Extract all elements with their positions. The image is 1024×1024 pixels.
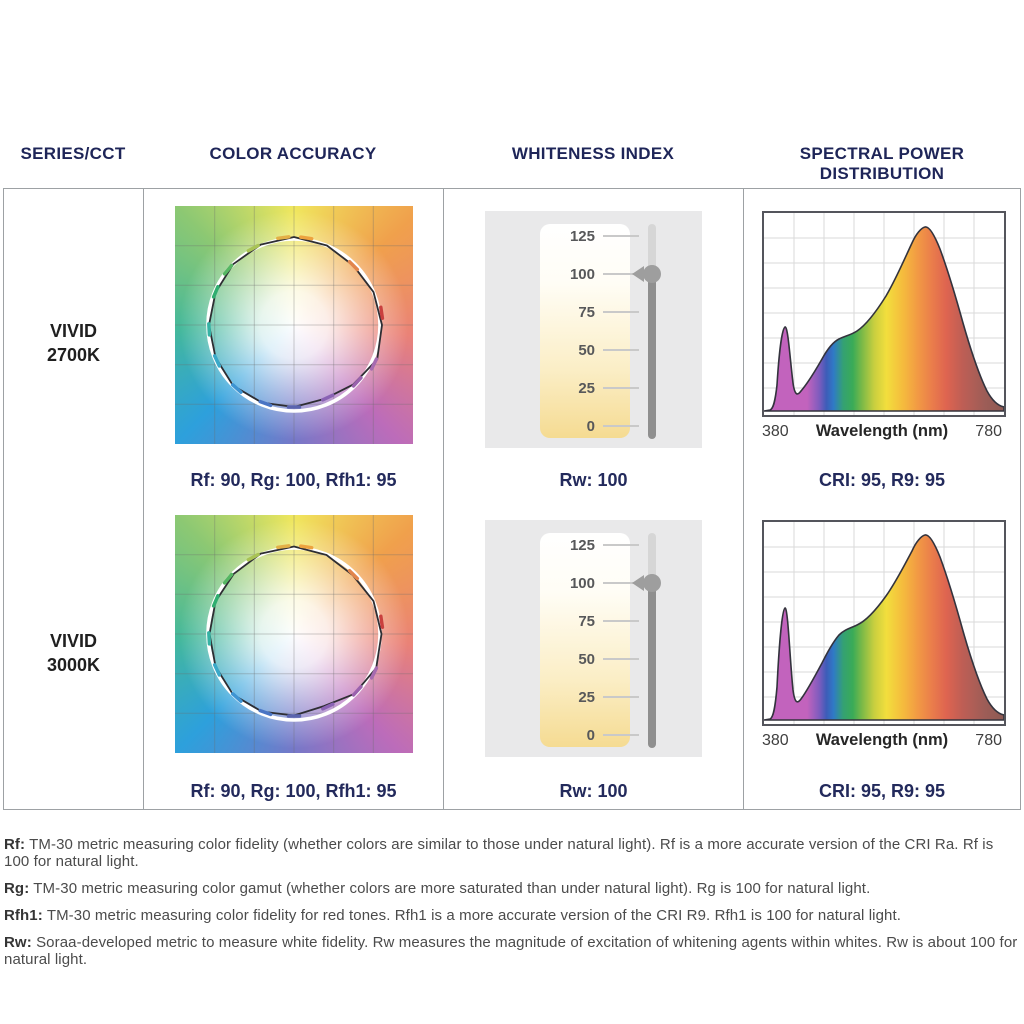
footnote-text: TM-30 metric measuring color fidelity (w… <box>4 836 994 870</box>
scale-label-50: 50 <box>578 650 595 668</box>
scale-tick <box>603 734 639 736</box>
axis-min: 380 <box>762 732 789 749</box>
header-whiteness-index: WHITENESS INDEX <box>511 144 675 163</box>
scale-label-50: 50 <box>578 341 595 359</box>
spd-graphic: 380 Wavelength (nm) 780 <box>762 211 1006 441</box>
slider-track-lower <box>648 580 656 748</box>
scale-tick <box>603 544 639 546</box>
scale-tick <box>603 273 639 275</box>
spd-cell-2700k: 380 Wavelength (nm) 780 CRI: 95, R9: 95 <box>744 189 1020 498</box>
scale-tick <box>603 235 639 237</box>
series-name: VIVID <box>49 321 97 342</box>
spd-cell-3000k: 380 Wavelength (nm) 780 CRI: 95, R9: 95 <box>744 498 1020 809</box>
header-color-accuracy: COLOR ACCURACY <box>209 144 377 163</box>
footnote-rfh1: Rfh1: TM-30 metric measuring color fidel… <box>4 907 1018 924</box>
color-accuracy-cell-3000k: Rf: 90, Rg: 100, Rfh1: 95 <box>144 498 444 809</box>
cri-values: CRI: 95, R9: 95 <box>818 781 946 801</box>
whiteness-value: Rw: 100 <box>559 781 628 801</box>
tm30-color-vector-graphic <box>174 206 413 444</box>
scale-label-0: 0 <box>586 726 595 744</box>
scale-label-100: 100 <box>569 574 595 592</box>
footnote-text: TM-30 metric measuring color fidelity fo… <box>46 907 902 924</box>
whiteness-cell-2700k: 125 100 75 50 25 0 Rw: 100 <box>444 189 744 498</box>
spd-axis: 380 Wavelength (nm) 780 <box>762 422 1002 441</box>
scale-label-25: 25 <box>578 688 595 706</box>
whiteness-scale-card <box>540 533 630 747</box>
axis-label: Wavelength (nm) <box>815 422 949 440</box>
axis-label: Wavelength (nm) <box>815 731 949 749</box>
spd-chart-3000k <box>762 520 1006 726</box>
axis-max: 780 <box>975 732 1002 749</box>
whiteness-index-graphic: 125 100 75 50 25 0 <box>485 520 702 757</box>
scale-label-100: 100 <box>569 265 595 283</box>
scale-label-75: 75 <box>578 612 595 630</box>
scale-tick <box>603 425 639 427</box>
header-spectral-power-distribution: SPECTRAL POWER DISTRIBUTION <box>799 144 965 183</box>
color-accuracy-values: Rf: 90, Rg: 100, Rfh1: 95 <box>190 470 397 490</box>
scale-tick <box>603 582 639 584</box>
footnote-rg: Rg: TM-30 metric measuring color gamut (… <box>4 880 1018 897</box>
series-cct: 3000K <box>46 654 101 675</box>
scale-label-75: 75 <box>578 303 595 321</box>
whiteness-scale-card <box>540 224 630 438</box>
whiteness-index-graphic: 125 100 75 50 25 0 <box>485 211 702 448</box>
slider-track-upper <box>648 224 656 278</box>
series-cell-3000k: VIVID 3000K <box>4 498 144 809</box>
spec-table: VIVID 2700K Rf: 90, Rg: 100, Rfh1: 95 12… <box>3 188 1021 810</box>
footnote-term: Rf: <box>4 836 26 853</box>
whiteness-marker <box>632 265 661 283</box>
footnote-term: Rg: <box>4 880 30 897</box>
series-cell-2700k: VIVID 2700K <box>4 189 144 498</box>
cri-values: CRI: 95, R9: 95 <box>818 470 946 490</box>
whiteness-marker <box>632 574 661 592</box>
footnote-term: Rfh1: <box>4 907 43 924</box>
scale-tick <box>603 311 639 313</box>
footnote-text: Soraa-developed metric to measure white … <box>4 934 1018 968</box>
whiteness-value: Rw: 100 <box>559 470 628 490</box>
spd-curve <box>763 534 1005 721</box>
scale-tick <box>603 620 639 622</box>
axis-max: 780 <box>975 423 1002 440</box>
slider-track-lower <box>648 271 656 439</box>
header-series-cct: SERIES/CCT <box>20 144 126 163</box>
spd-axis: 380 Wavelength (nm) 780 <box>762 731 1002 750</box>
footnote-rf: Rf: TM-30 metric measuring color fidelit… <box>4 836 1018 870</box>
spd-graphic: 380 Wavelength (nm) 780 <box>762 520 1006 750</box>
tm30-color-vector-graphic <box>174 515 413 753</box>
scale-tick <box>603 387 639 389</box>
column-headers: SERIES/CCT COLOR ACCURACY WHITENESS INDE… <box>3 144 1021 184</box>
color-accuracy-values: Rf: 90, Rg: 100, Rfh1: 95 <box>190 781 397 801</box>
scale-tick <box>603 349 639 351</box>
footnote-term: Rw: <box>4 934 32 951</box>
scale-label-0: 0 <box>586 417 595 435</box>
series-cct: 2700K <box>46 344 101 365</box>
color-accuracy-cell-2700k: Rf: 90, Rg: 100, Rfh1: 95 <box>144 189 444 498</box>
spd-chart-2700k <box>762 211 1006 417</box>
scale-label-125: 125 <box>569 227 595 245</box>
scale-label-25: 25 <box>578 379 595 397</box>
footnote-rw: Rw: Soraa-developed metric to measure wh… <box>4 934 1018 968</box>
whiteness-cell-3000k: 125 100 75 50 25 0 Rw: 100 <box>444 498 744 809</box>
scale-tick <box>603 658 639 660</box>
scale-tick <box>603 696 639 698</box>
footnotes: Rf: TM-30 metric measuring color fidelit… <box>4 836 1018 978</box>
slider-track-upper <box>648 533 656 587</box>
series-name: VIVID <box>49 631 97 652</box>
footnote-text: TM-30 metric measuring color gamut (whet… <box>33 880 871 897</box>
spd-curve <box>763 226 1005 412</box>
scale-label-125: 125 <box>569 536 595 554</box>
axis-min: 380 <box>762 423 789 440</box>
